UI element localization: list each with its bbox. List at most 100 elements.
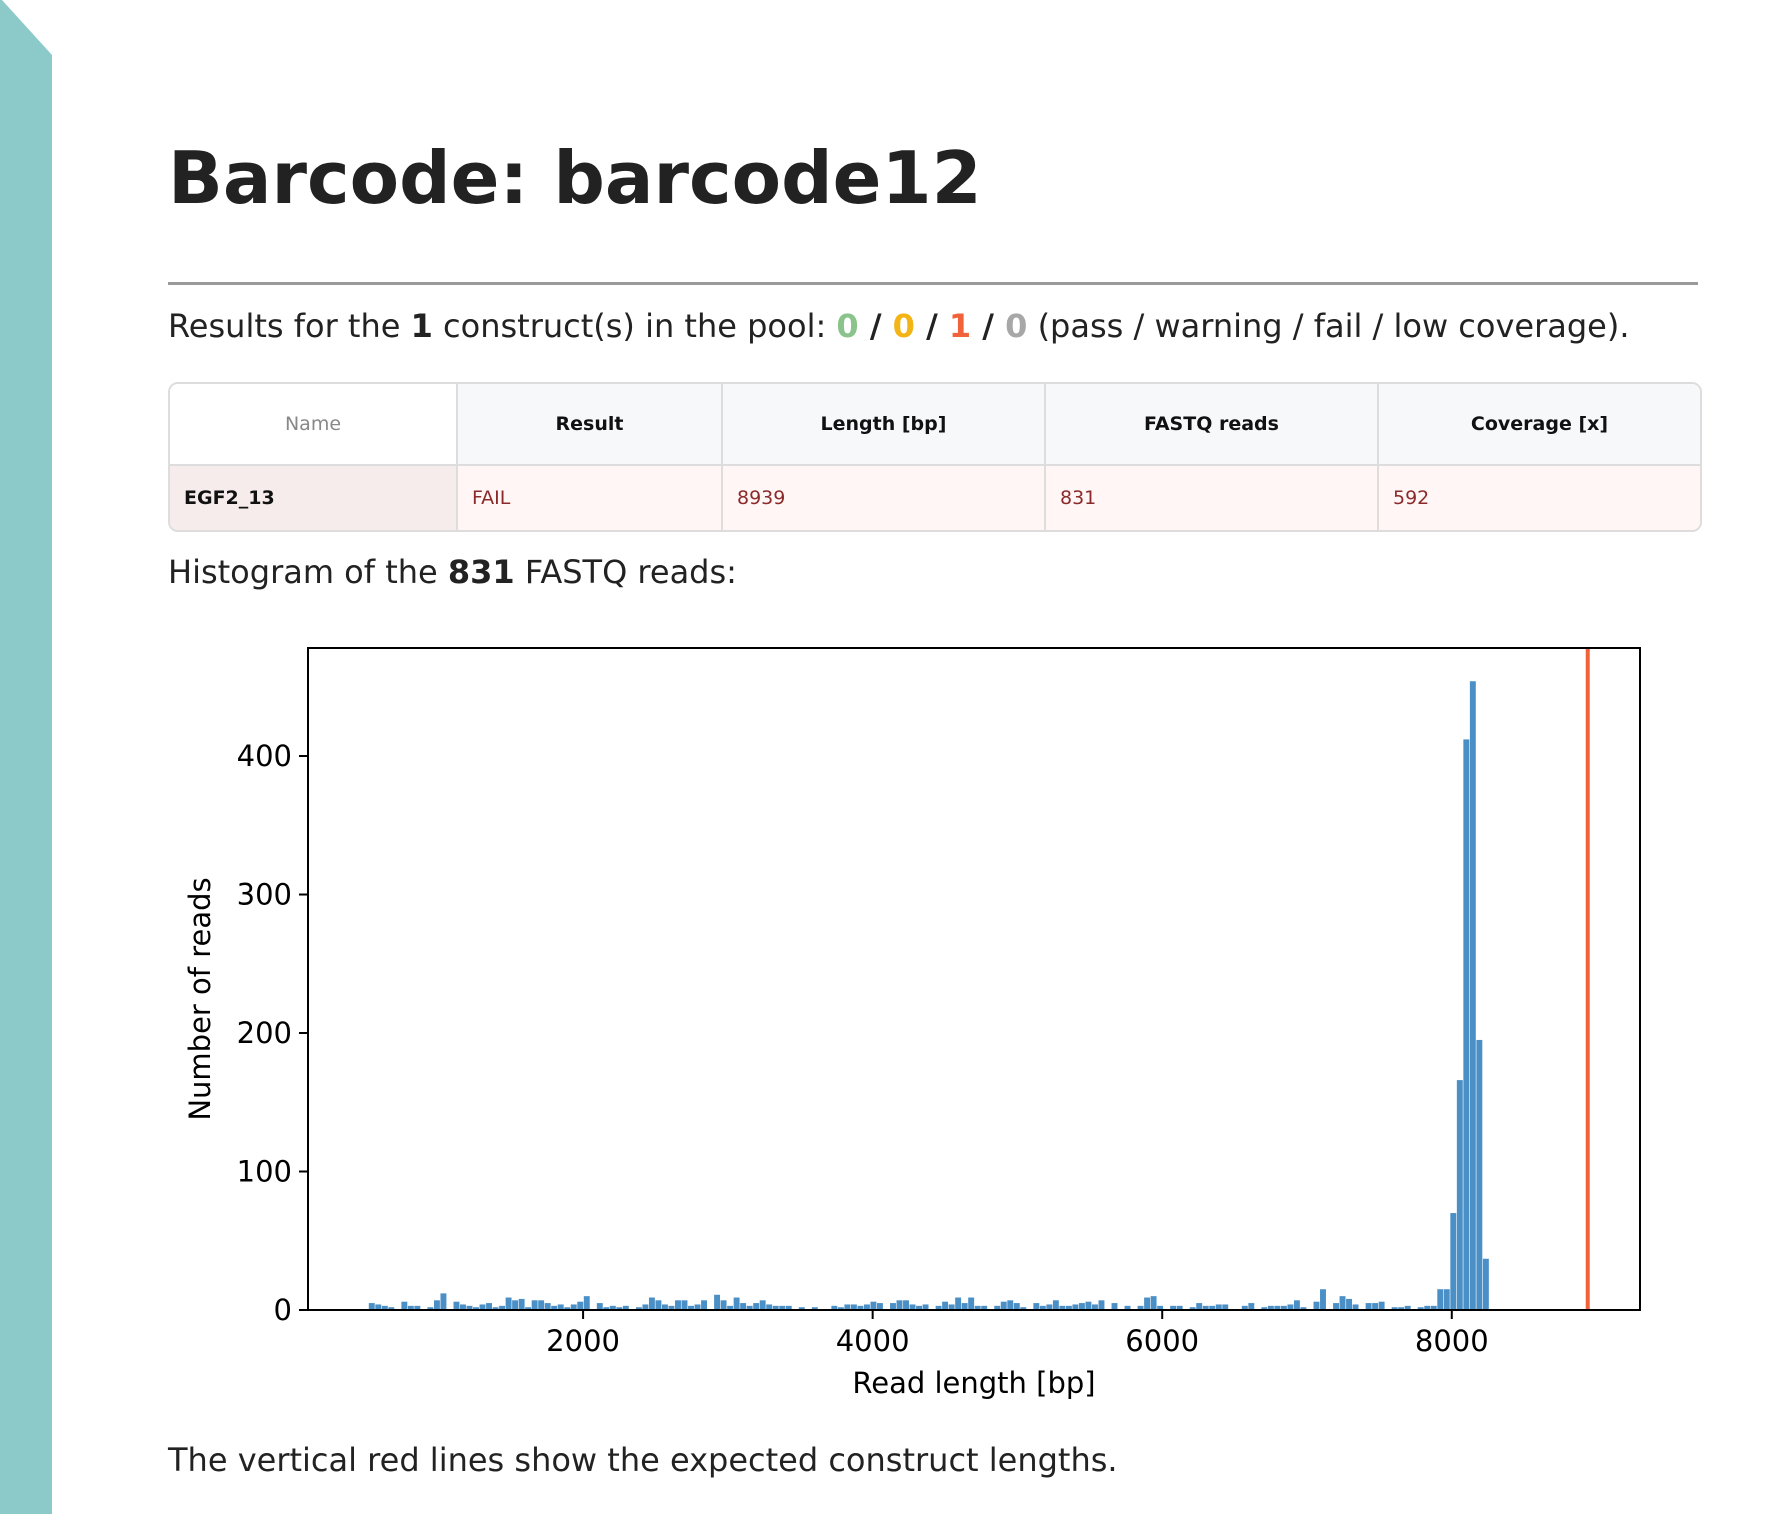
histogram-bar — [661, 1304, 668, 1310]
histogram-bar — [1065, 1305, 1072, 1310]
row-result-cell: FAIL — [457, 465, 723, 530]
histogram-bar — [701, 1300, 707, 1310]
histogram-bar — [1248, 1303, 1255, 1310]
plot-frame — [307, 647, 1641, 1311]
histogram-bar — [1443, 1289, 1450, 1310]
summary-separator: / — [914, 307, 949, 345]
histogram-bar — [1091, 1304, 1098, 1310]
histogram-bar — [466, 1305, 473, 1310]
histogram-bar — [870, 1301, 877, 1310]
histogram-bar — [811, 1307, 818, 1310]
column-header-length[interactable]: Length [bp] — [722, 384, 1046, 466]
histogram-bar — [1052, 1300, 1059, 1310]
histogram-bar — [525, 1307, 532, 1310]
row-name-cell: EGF2_13 — [170, 465, 458, 530]
histogram-bar — [460, 1304, 466, 1310]
histogram-bar — [955, 1297, 962, 1310]
histogram-bar — [512, 1300, 519, 1310]
histogram-bar — [570, 1304, 577, 1310]
histogram-bar — [1463, 739, 1470, 1310]
histogram-bar — [1404, 1305, 1411, 1310]
column-header-coverage[interactable]: Coverage [x] — [1378, 384, 1700, 466]
y-tick-label: 400 — [237, 739, 292, 773]
row-coverage-cell: 592 — [1378, 465, 1700, 530]
histogram-bar — [746, 1305, 753, 1310]
histogram-bar — [1437, 1289, 1444, 1310]
histogram-bar — [876, 1303, 883, 1310]
y-tick-label: 100 — [237, 1155, 292, 1189]
histogram-bar — [1430, 1305, 1437, 1310]
low-coverage-count: 0 — [1005, 307, 1028, 345]
histogram-bar — [1144, 1297, 1151, 1310]
y-tick-label: 0 — [274, 1293, 292, 1327]
histogram-bar — [1085, 1301, 1092, 1310]
histogram-bar — [433, 1300, 440, 1310]
histogram-bar — [622, 1305, 629, 1310]
histogram-bar — [1039, 1305, 1046, 1310]
title-divider — [168, 282, 1698, 285]
table-header-row: Name Result Length [bp] FASTQ reads Cove… — [170, 384, 1700, 466]
histogram-bar — [694, 1304, 701, 1310]
y-axis-label: Number of reads — [183, 877, 217, 1120]
histogram-bar — [388, 1307, 395, 1310]
fail-count: 1 — [948, 307, 972, 345]
hist-intro-prefix: Histogram of the — [168, 553, 448, 591]
histogram-bar — [551, 1305, 558, 1310]
histogram-bar — [1274, 1305, 1281, 1310]
histogram-bar — [844, 1304, 851, 1310]
side-ribbon — [0, 0, 52, 1514]
warning-count: 0 — [892, 307, 915, 345]
histogram-bar — [733, 1297, 740, 1310]
histogram-bar — [518, 1298, 525, 1310]
histogram-bar — [720, 1300, 727, 1310]
histogram-bar — [974, 1305, 981, 1310]
histogram-bar — [1352, 1304, 1359, 1310]
histogram-bar — [740, 1303, 747, 1310]
histogram-bar — [427, 1307, 434, 1310]
histogram-bar — [863, 1304, 870, 1310]
table-row: EGF2_13 FAIL 8939 831 592 — [170, 465, 1700, 530]
histogram-bar — [381, 1305, 388, 1310]
histogram-bar — [1170, 1305, 1177, 1310]
histogram-bar — [1150, 1296, 1157, 1310]
histogram-bar — [1157, 1305, 1164, 1310]
histogram-bar — [1000, 1301, 1007, 1310]
histogram-bar — [785, 1305, 792, 1310]
column-header-fastq-reads[interactable]: FASTQ reads — [1045, 384, 1379, 466]
histogram-bar — [1013, 1303, 1020, 1310]
x-axis-label: Read length [bp] — [852, 1366, 1095, 1400]
histogram-intro: Histogram of the 831 FASTQ reads: — [168, 552, 737, 592]
histogram-bar — [1293, 1300, 1300, 1310]
row-length-cell: 8939 — [722, 465, 1046, 530]
fastq-read-count: 831 — [447, 553, 515, 591]
histogram-bar — [1098, 1300, 1105, 1310]
histogram-bar — [1241, 1305, 1248, 1310]
histogram-bar — [766, 1304, 773, 1310]
histogram-bar — [1398, 1307, 1405, 1310]
histogram-bar — [1450, 1213, 1457, 1310]
histogram-bar — [850, 1304, 857, 1310]
histogram-bar — [1007, 1300, 1014, 1310]
histogram-bar — [544, 1303, 551, 1310]
summary-separator: / — [858, 307, 893, 345]
histogram-bar — [616, 1307, 623, 1310]
histogram-bar — [479, 1304, 486, 1310]
histogram-bars — [368, 681, 1489, 1310]
histogram-bar — [1261, 1307, 1268, 1310]
histogram-bar — [1456, 1080, 1463, 1310]
histogram-bar — [407, 1305, 414, 1310]
footnote: The vertical red lines show the expected… — [168, 1441, 1118, 1479]
histogram-bar — [1339, 1296, 1346, 1310]
histogram-bar — [798, 1307, 805, 1310]
histogram-bar — [505, 1297, 512, 1310]
histogram-bar — [368, 1303, 375, 1310]
histogram-bar — [499, 1305, 506, 1310]
column-header-result[interactable]: Result — [457, 384, 723, 466]
histogram-bar — [1267, 1305, 1274, 1310]
summary-separator: / — [971, 307, 1006, 345]
page-title: Barcode: barcode12 — [168, 136, 982, 220]
histogram-bar — [1365, 1303, 1372, 1310]
histogram-bar — [596, 1303, 603, 1310]
column-header-name[interactable]: Name — [170, 384, 458, 466]
histogram-bar — [609, 1305, 616, 1310]
